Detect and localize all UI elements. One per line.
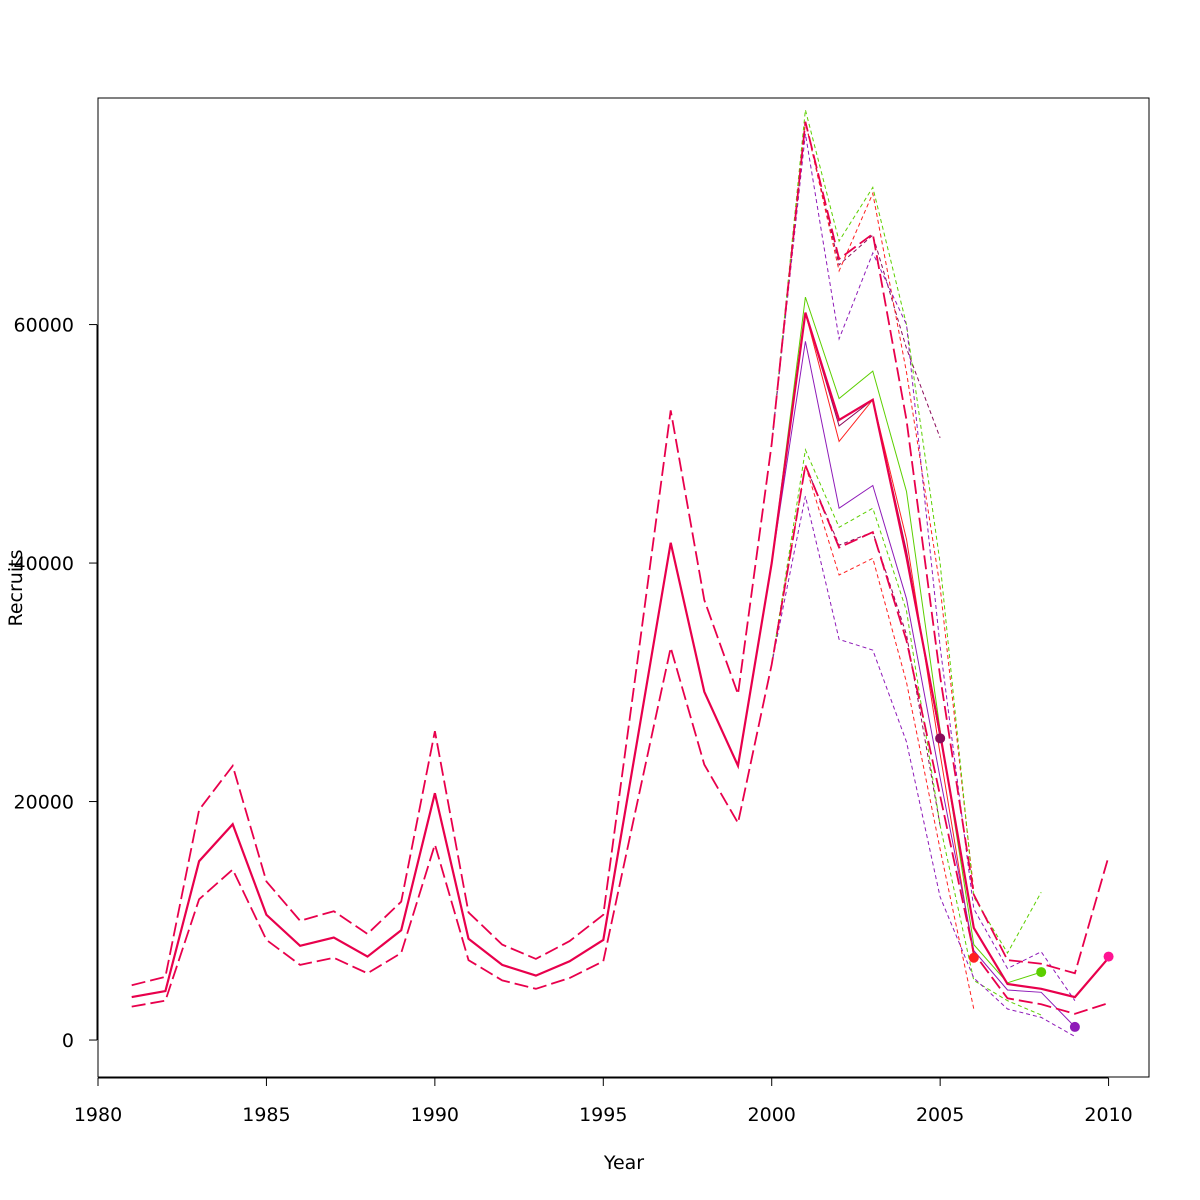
x-tick-label: 2005 xyxy=(916,1104,964,1126)
series-4-upper-line xyxy=(771,133,1076,1001)
y-axis: 0 20000 40000 60000 xyxy=(14,315,98,1052)
series-0-mid-line xyxy=(131,312,1110,999)
series-0-upper-line xyxy=(131,121,1110,987)
x-tick-label: 2000 xyxy=(748,1104,796,1126)
endpoint-marker-2 xyxy=(1036,967,1047,978)
series-3 xyxy=(771,109,1042,1016)
series-4 xyxy=(771,133,1076,1037)
x-axis: 1980 1985 1990 1995 2000 2005 2010 xyxy=(74,1077,1133,1126)
y-tick-label: 0 xyxy=(62,1030,74,1052)
x-tick-label: 2010 xyxy=(1084,1104,1132,1126)
series-4-mid-line xyxy=(771,341,1076,1028)
series-0 xyxy=(131,121,1110,1015)
series-2-mid-line xyxy=(771,312,975,958)
series-2-lower-line xyxy=(771,465,975,1010)
series-layer xyxy=(131,109,1110,1037)
y-tick-label: 60000 xyxy=(14,315,74,337)
series-3-mid-line xyxy=(771,296,1042,984)
y-tick-label: 20000 xyxy=(14,792,74,814)
series-1 xyxy=(771,121,941,826)
x-axis-label: Year xyxy=(603,1152,644,1174)
endpoint-marker-3 xyxy=(1069,1021,1080,1032)
series-2 xyxy=(771,121,975,1010)
plot-frame xyxy=(97,97,1150,1078)
y-axis-label: Recruits xyxy=(5,550,27,627)
series-3-lower-line xyxy=(771,448,1042,1016)
endpoint-marker-0 xyxy=(935,733,946,744)
x-tick-label: 1995 xyxy=(579,1104,627,1126)
endpoint-marker-4 xyxy=(1103,951,1114,962)
endpoint-marker-1 xyxy=(968,952,979,963)
x-tick-label: 1980 xyxy=(74,1104,122,1126)
x-tick-label: 1985 xyxy=(242,1104,290,1126)
points-layer xyxy=(935,733,1114,1032)
series-0-lower-line xyxy=(131,462,1109,1015)
series-3-upper-line xyxy=(771,109,1042,954)
x-tick-label: 1990 xyxy=(411,1104,459,1126)
y-tick-label: 40000 xyxy=(14,553,74,575)
